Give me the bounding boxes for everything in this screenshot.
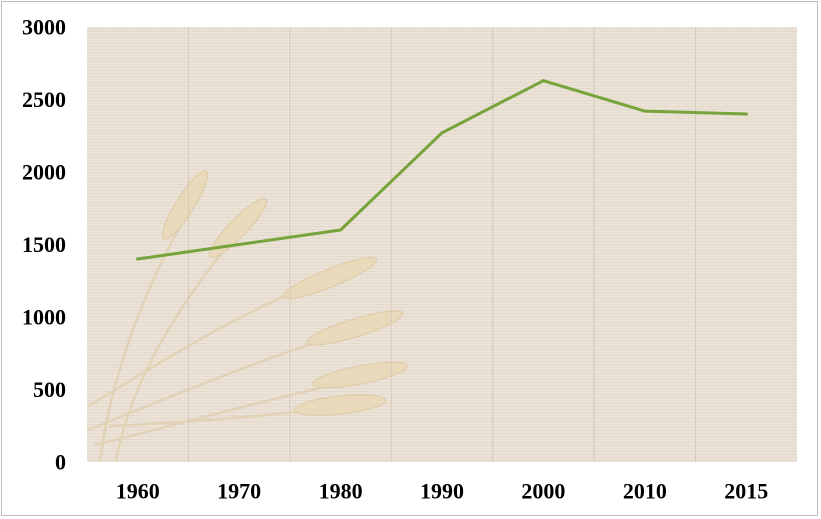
wheat-illustration bbox=[86, 170, 408, 462]
x-tick-label: 2015 bbox=[724, 479, 768, 504]
x-tick-label: 1980 bbox=[319, 479, 363, 504]
data-point bbox=[237, 243, 241, 246]
data-point bbox=[136, 257, 140, 261]
y-tick-label: 2500 bbox=[22, 87, 66, 112]
gridlines bbox=[187, 27, 697, 462]
series-group bbox=[136, 79, 748, 261]
data-point bbox=[339, 228, 343, 232]
data-point bbox=[643, 109, 647, 113]
y-tick-label: 2000 bbox=[22, 160, 66, 185]
y-tick-label: 0 bbox=[55, 450, 66, 475]
data-point bbox=[744, 112, 748, 116]
x-tick-label: 1990 bbox=[420, 479, 464, 504]
x-tick-label: 2000 bbox=[521, 479, 565, 504]
y-tick-label: 3000 bbox=[22, 15, 66, 40]
y-tick-label: 500 bbox=[33, 377, 66, 402]
plot-area bbox=[87, 27, 797, 462]
y-tick-label: 1500 bbox=[22, 232, 66, 257]
data-point bbox=[440, 131, 444, 135]
x-tick-label: 2010 bbox=[623, 479, 667, 504]
x-axis: 1960 1970 1980 1990 2000 2010 2015 bbox=[116, 479, 769, 504]
y-tick-label: 1000 bbox=[22, 305, 66, 330]
x-tick-label: 1960 bbox=[116, 479, 160, 504]
y-axis: 0 500 1000 1500 2000 2500 3000 bbox=[22, 15, 66, 475]
x-tick-label: 1970 bbox=[217, 479, 261, 504]
data-point bbox=[541, 79, 545, 83]
